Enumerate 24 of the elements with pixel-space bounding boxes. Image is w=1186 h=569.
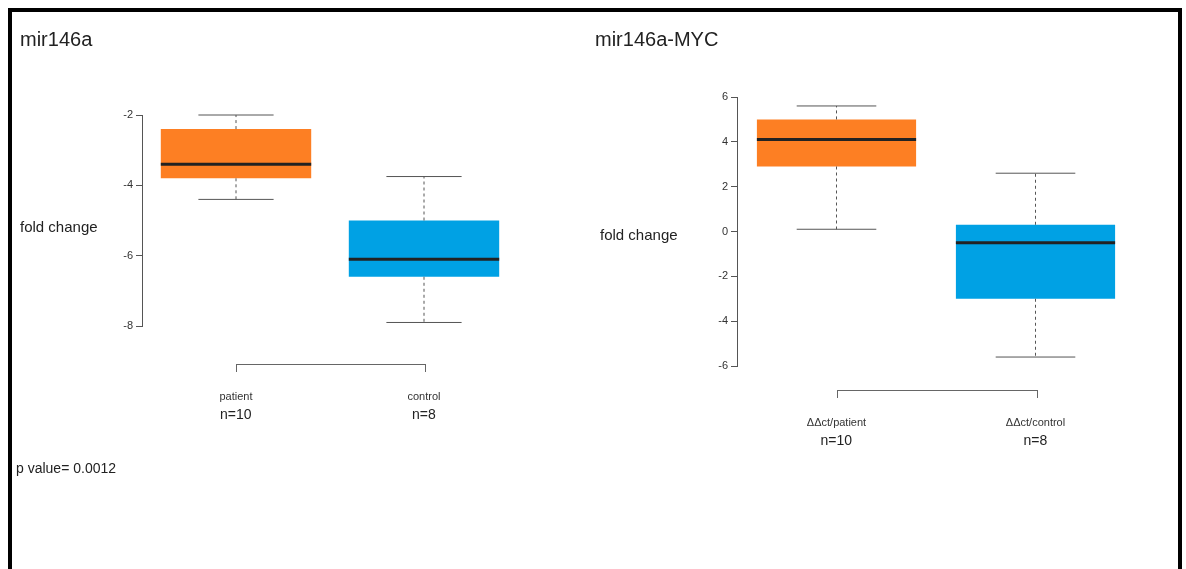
y-tick-label: -4 — [718, 314, 728, 327]
text: n=8 — [412, 406, 436, 422]
y-tick-label: -8 — [123, 319, 133, 332]
y-tick-label: 0 — [721, 224, 728, 237]
y-tick-label: -2 — [123, 108, 133, 121]
chart-title: mir146a-MYC — [595, 28, 719, 51]
y-tick-label: 6 — [721, 90, 728, 103]
chart-title: mir146a — [20, 28, 93, 51]
x-tick-label: patient — [219, 389, 253, 402]
y-tick-label: -2 — [718, 269, 728, 282]
y-tick-label: 4 — [721, 134, 728, 147]
y-tick-label: -6 — [123, 248, 133, 261]
y-axis-title: fold change — [600, 226, 678, 243]
y-tick-label: -6 — [718, 359, 728, 372]
text: n=10 — [220, 406, 252, 422]
x-tick-label: control — [407, 389, 441, 402]
text: p value= 0.0012 — [16, 460, 117, 476]
text: n=10 — [820, 432, 853, 448]
x-tick-label: ΔΔct/patient — [806, 415, 867, 428]
text: n=8 — [1023, 432, 1048, 448]
y-tick-label: 2 — [721, 179, 728, 192]
y-tick-label: -4 — [123, 178, 133, 191]
y-axis-title: fold change — [20, 218, 98, 235]
x-tick-label: ΔΔct/control — [1005, 415, 1066, 428]
